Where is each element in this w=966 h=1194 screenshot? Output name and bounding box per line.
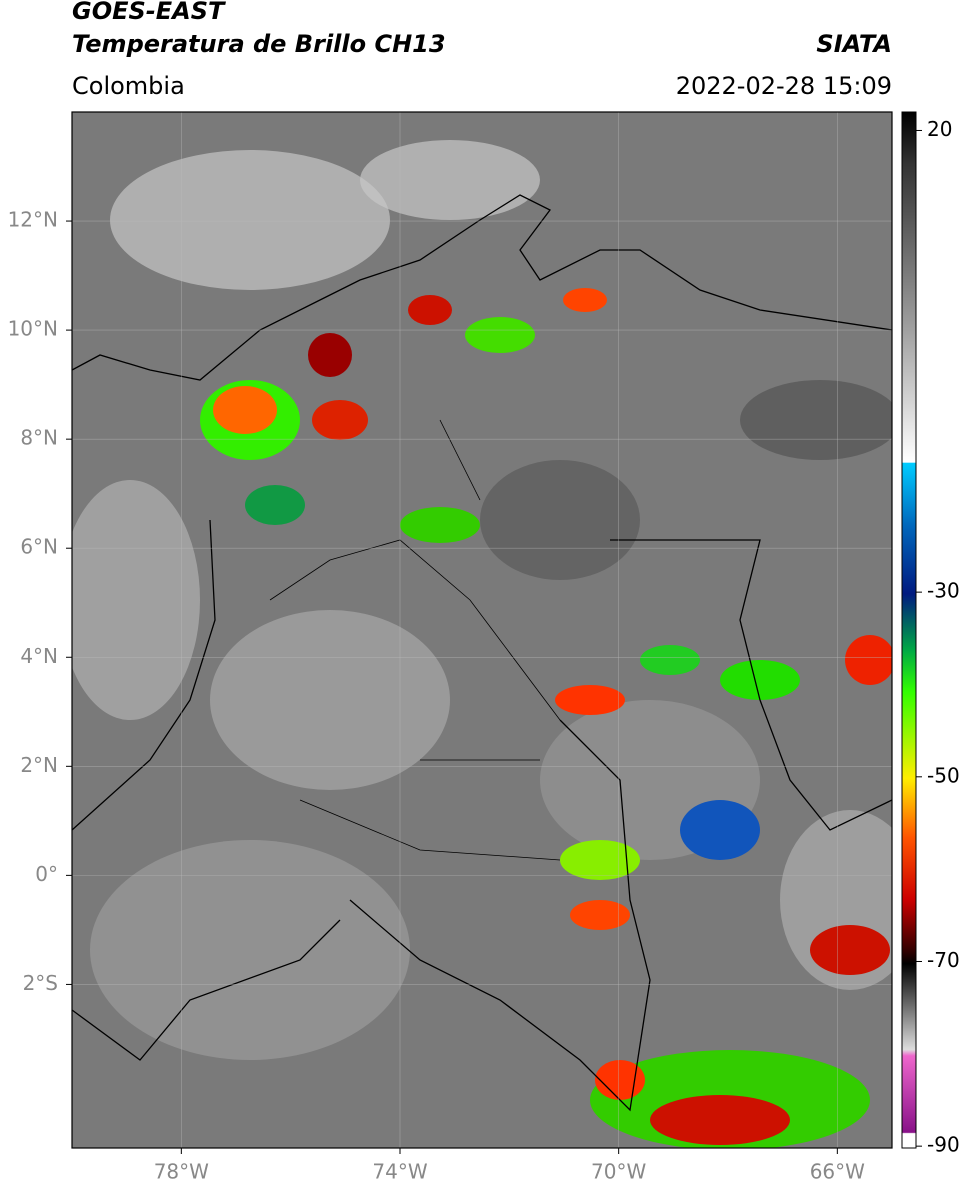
grid	[72, 112, 892, 1148]
y-tick-label: 10°N	[8, 317, 58, 341]
satellite-image	[72, 112, 892, 1148]
colorbar	[901, 111, 917, 1149]
y-tick-label: 2°N	[20, 753, 58, 777]
region: Colombia	[72, 72, 185, 100]
colorbar-tick-label: -50	[927, 763, 960, 787]
title: GOES-EAST	[72, 0, 226, 25]
subtitle: Temperatura de Brillo CH13	[72, 30, 446, 58]
source: SIATA	[816, 30, 892, 58]
map-frame	[71, 111, 893, 1149]
colorbar-tick-label: 20	[927, 117, 952, 141]
y-tick-label: 6°N	[20, 535, 58, 559]
y-tick-label: 4°N	[20, 644, 58, 668]
y-tick-label: 8°N	[20, 426, 58, 450]
x-tick-label: 70°W	[591, 1160, 646, 1184]
x-tick-label: 66°W	[810, 1160, 865, 1184]
y-tick-label: 0°	[35, 862, 58, 886]
x-tick-label: 78°W	[154, 1160, 209, 1184]
y-tick-label: 12°N	[8, 208, 58, 232]
datetime: 2022-02-28 15:09	[676, 72, 892, 100]
colorbar-tick-label: -70	[927, 948, 960, 972]
colorbar-tick-label: -90	[927, 1133, 960, 1157]
y-tick-label: 2°S	[23, 971, 58, 995]
x-tick-label: 74°W	[372, 1160, 427, 1184]
colorbar-tick-label: -30	[927, 579, 960, 603]
